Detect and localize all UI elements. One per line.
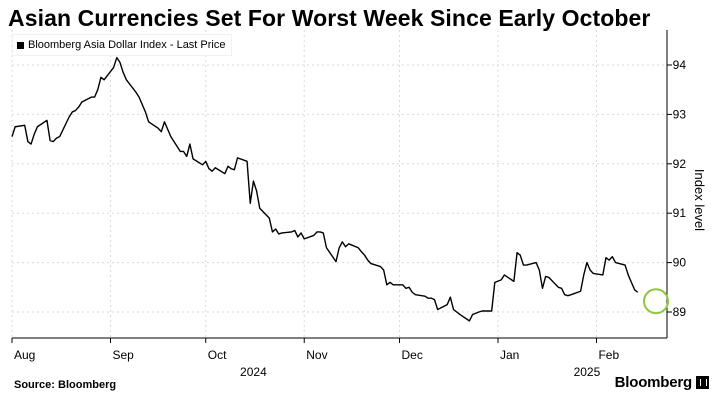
x-tick-label: Nov: [306, 348, 327, 362]
series-line-0: [11, 56, 639, 322]
x-tick-label: Sep: [112, 348, 134, 362]
legend-label: Bloomberg Asia Dollar Index - Last Price: [28, 39, 226, 51]
source-note: Source: Bloomberg: [14, 379, 117, 391]
highlight-circle: [643, 288, 669, 315]
y-axis-label: Index level: [692, 169, 707, 231]
bloomberg-logo-icon: [696, 376, 709, 389]
brand-name: Bloomberg: [614, 374, 693, 391]
chart-title: Asian Currencies Set For Worst Week Sinc…: [8, 5, 651, 31]
y-tick-label: 92: [673, 157, 687, 171]
grid-lines: [11, 30, 667, 338]
legend-swatch: [17, 41, 24, 49]
x-tick-label: Dec: [402, 348, 423, 362]
y-tick-label: 93: [673, 107, 687, 121]
x-tick-label: Feb: [598, 348, 619, 362]
legend: Bloomberg Asia Dollar Index - Last Price: [12, 34, 233, 56]
y-tick-label: 94: [673, 58, 687, 72]
x-tick-label: Aug: [14, 348, 35, 362]
axes: [11, 30, 672, 343]
x-year-label: 2024: [240, 365, 267, 379]
y-tick-label: 89: [673, 305, 687, 319]
y-tick-label: 91: [673, 206, 687, 220]
x-year-label: 2025: [574, 365, 601, 379]
x-tick-label: Oct: [208, 348, 227, 362]
x-tick-label: Jan: [500, 348, 519, 362]
y-tick-label: 90: [673, 256, 687, 270]
series-layer: [11, 56, 669, 322]
tick-labels: 89 90 91 92 93 94 Aug Sep Oct Nov Dec Jan Feb 2024 202…: [14, 58, 707, 379]
brand-mark: Bloomberg: [615, 374, 709, 391]
